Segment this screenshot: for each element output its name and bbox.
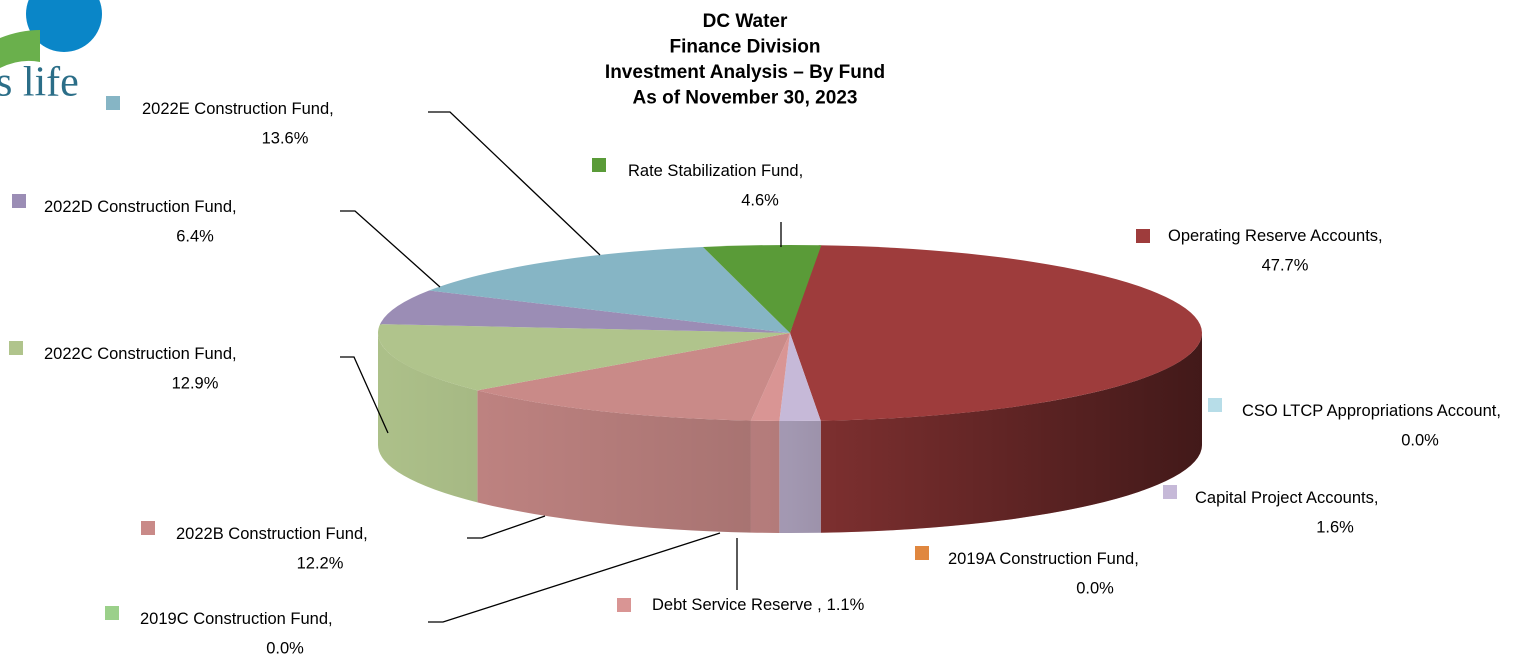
logo: s life	[0, 0, 102, 106]
label-separator: ,	[1378, 227, 1383, 245]
side-shade	[750, 420, 780, 533]
data-label: 2022D Construction Fund,	[44, 198, 237, 216]
pie-slice	[378, 324, 790, 391]
side-shade	[378, 333, 478, 503]
value-label: 4.6%	[741, 191, 779, 209]
value-label: 1.6%	[1316, 518, 1354, 536]
side-shade	[779, 420, 821, 533]
label-name: 2019A Construction Fund	[948, 550, 1134, 568]
label-separator: ,	[1496, 402, 1501, 420]
label-separator: ,	[363, 525, 368, 543]
data-label: 2022E Construction Fund,	[142, 100, 334, 118]
title: DC Water Finance Division Investment Analy…	[605, 11, 885, 109]
side-shade	[820, 333, 1202, 533]
label-swatch	[915, 546, 929, 560]
label-swatch	[592, 158, 606, 172]
logo-text: s life	[0, 60, 79, 106]
label-separator: ,	[799, 162, 804, 180]
logo-leaf	[0, 30, 40, 68]
label-swatch	[106, 96, 120, 110]
pie-slice	[750, 333, 790, 421]
label-name: 2022E Construction Fund	[142, 100, 329, 118]
value-label: 12.9%	[172, 374, 219, 392]
label-swatch	[12, 194, 26, 208]
value-label: 0.0%	[1401, 431, 1439, 449]
chart-title: As of November 30, 2023	[633, 88, 858, 109]
label-name: 2022D Construction Fund	[44, 198, 232, 216]
data-label: CSO LTCP Appropriations Account,	[1242, 402, 1501, 420]
data-label: 2022C Construction Fund,	[44, 345, 237, 363]
label-name: Rate Stabilization Fund	[628, 162, 799, 180]
pie-slice	[380, 290, 790, 333]
label-separator: ,	[817, 596, 822, 614]
data-labels: Operating Reserve Accounts, 47.7% CSO LTCP…	[9, 96, 1501, 657]
data-label: Rate Stabilization Fund,	[628, 162, 803, 180]
leader-line	[428, 532, 721, 623]
value-label: 6.4%	[176, 227, 214, 245]
label-name: 2022C Construction Fund	[44, 345, 232, 363]
leader-line	[428, 111, 601, 256]
value-label: 47.7%	[1262, 256, 1309, 274]
label-swatch	[1208, 398, 1222, 412]
value-label: 1.1%	[827, 596, 865, 614]
chart-title: DC Water	[703, 11, 788, 32]
value-label: 0.0%	[1076, 579, 1114, 597]
label-swatch	[617, 598, 631, 612]
label-swatch	[1136, 229, 1150, 243]
label-separator: ,	[329, 100, 334, 118]
pie-tops	[378, 245, 1202, 421]
label-swatch	[105, 606, 119, 620]
label-separator: ,	[1134, 550, 1139, 568]
label-separator: ,	[232, 198, 237, 216]
leader-line	[467, 515, 546, 539]
label-swatch	[141, 521, 155, 535]
label-separator: ,	[1374, 489, 1379, 507]
pie-slice	[790, 245, 1202, 421]
pie-slice	[477, 333, 790, 421]
chart-title: Investment Analysis – By Fund	[605, 62, 885, 83]
label-name: Operating Reserve Accounts	[1168, 227, 1378, 245]
pie-slice	[779, 333, 821, 421]
leader-line	[340, 356, 389, 434]
label-name: 2022B Construction Fund	[176, 525, 363, 543]
data-label: Operating Reserve Accounts,	[1168, 227, 1383, 245]
value-label: 13.6%	[262, 129, 309, 147]
pie-slice	[429, 246, 790, 333]
label-separator: ,	[328, 610, 333, 628]
value-label: 0.0%	[266, 639, 304, 657]
label-name: Capital Project Accounts	[1195, 489, 1374, 507]
label-swatch	[1163, 485, 1177, 499]
value-label: 12.2%	[297, 554, 344, 572]
logo-circle	[26, 0, 102, 52]
data-label: 2022B Construction Fund,	[176, 525, 368, 543]
label-separator: ,	[232, 345, 237, 363]
label-name: 2019C Construction Fund	[140, 610, 328, 628]
data-label: 2019C Construction Fund,	[140, 610, 333, 628]
label-name: CSO LTCP Appropriations Account	[1242, 402, 1497, 420]
pie-slice	[702, 245, 822, 333]
data-label: Debt Service Reserve , 1.1%	[652, 596, 865, 614]
label-name: Debt Service Reserve	[652, 596, 817, 614]
data-label: Capital Project Accounts,	[1195, 489, 1378, 507]
pie-sides	[378, 333, 1202, 533]
label-swatch	[9, 341, 23, 355]
leader-line	[340, 210, 441, 288]
chart-title: Finance Division	[670, 37, 821, 58]
data-label: 2019A Construction Fund,	[948, 550, 1139, 568]
side-shade	[477, 390, 751, 533]
